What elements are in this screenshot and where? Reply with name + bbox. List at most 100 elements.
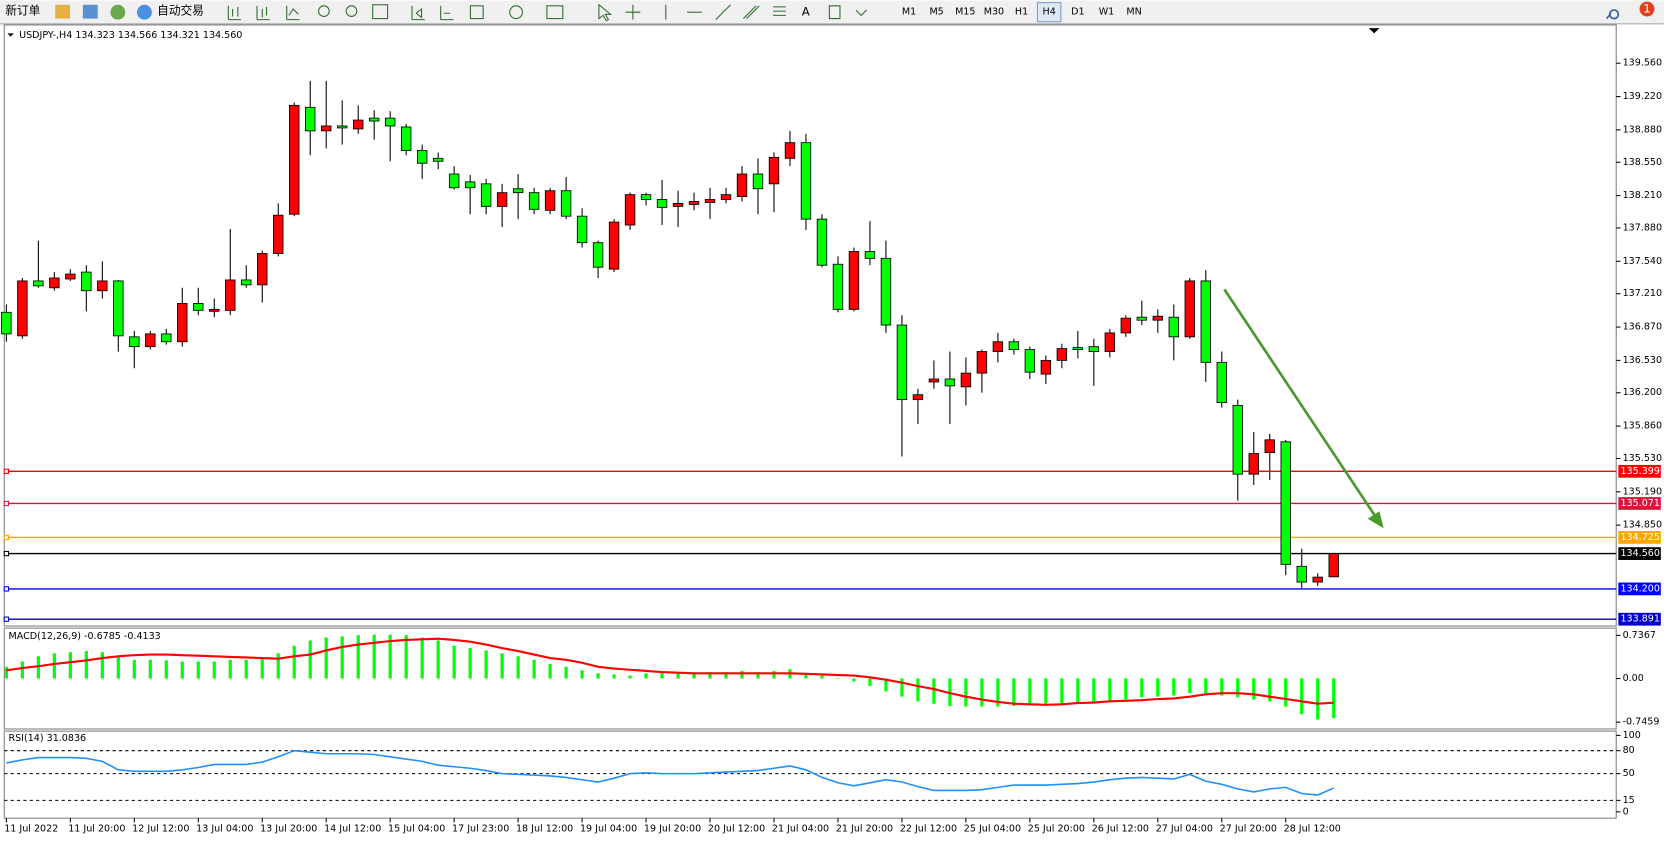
macd-bar bbox=[1076, 678, 1080, 704]
text-tool[interactable]: A bbox=[802, 5, 810, 19]
timeframe-button[interactable]: MN bbox=[1126, 7, 1141, 18]
macd-bar bbox=[228, 659, 232, 679]
rsi-line bbox=[6, 749, 1335, 796]
candle-body bbox=[1008, 341, 1020, 351]
y-tick-label: 50 bbox=[1623, 768, 1635, 779]
macd-bar bbox=[196, 661, 200, 679]
candle-body bbox=[1, 311, 12, 335]
y-tick-label: 138.880 bbox=[1623, 124, 1662, 135]
candle-body bbox=[1120, 317, 1132, 334]
timeframe-button[interactable]: M30 bbox=[984, 7, 1004, 18]
active-timeframe bbox=[1036, 2, 1062, 23]
candle-body bbox=[720, 194, 732, 200]
y-tick-label: 135.860 bbox=[1623, 421, 1662, 432]
timeframe-button[interactable]: W1 bbox=[1099, 7, 1115, 18]
y-tick-label: 139.560 bbox=[1623, 58, 1662, 69]
icon[interactable] bbox=[110, 4, 126, 20]
macd-bar bbox=[420, 637, 424, 679]
candle-body bbox=[768, 156, 780, 185]
time-label: 21 Jul 20:00 bbox=[836, 823, 893, 834]
macd-bar bbox=[436, 640, 440, 679]
macd-bar bbox=[148, 659, 152, 679]
time-label: 21 Jul 04:00 bbox=[772, 823, 829, 834]
candle-body bbox=[496, 192, 508, 207]
level-handle bbox=[3, 500, 10, 507]
y-tick-label: 15 bbox=[1623, 795, 1635, 806]
macd-bar bbox=[740, 670, 744, 679]
y-tick-label: 136.200 bbox=[1623, 387, 1662, 398]
macd-bar bbox=[1140, 678, 1144, 698]
candle-body bbox=[352, 119, 364, 130]
candle-body bbox=[1072, 347, 1084, 351]
toolbar-bg bbox=[0, 0, 1664, 24]
timeframe-button[interactable]: M15 bbox=[955, 7, 975, 18]
time-label: 14 Jul 12:00 bbox=[324, 823, 381, 834]
macd-bar bbox=[1188, 678, 1192, 694]
candle-body bbox=[65, 273, 76, 280]
y-tick-label: 135.530 bbox=[1623, 453, 1662, 464]
y-tick-label: 139.220 bbox=[1623, 91, 1662, 102]
candle-body bbox=[81, 271, 92, 292]
y-tick-label: -0.7459 bbox=[1623, 717, 1660, 728]
auto-trade-icon[interactable] bbox=[136, 4, 152, 20]
symbol-marker bbox=[7, 33, 14, 37]
candle-body bbox=[1296, 565, 1307, 583]
macd-bar bbox=[468, 648, 472, 679]
candle-body bbox=[225, 279, 236, 311]
macd-bar bbox=[1028, 678, 1032, 705]
macd-bar bbox=[340, 636, 344, 679]
candle-body bbox=[33, 280, 44, 287]
candle-body bbox=[321, 125, 332, 132]
macd-bar bbox=[548, 663, 552, 679]
macd-bar bbox=[756, 672, 760, 679]
candle-body bbox=[1136, 316, 1148, 321]
level-label: 134.200 bbox=[1620, 583, 1659, 594]
candle-body bbox=[1232, 405, 1243, 475]
macd-bar bbox=[1284, 678, 1288, 707]
macd-bar bbox=[836, 678, 840, 680]
macd-bar bbox=[1332, 678, 1336, 719]
candle-body bbox=[464, 181, 476, 189]
icon[interactable] bbox=[55, 4, 71, 19]
time-label: 19 Jul 20:00 bbox=[644, 823, 701, 834]
macd-bar bbox=[1300, 678, 1304, 715]
macd-bar bbox=[20, 661, 24, 679]
icon[interactable] bbox=[82, 4, 98, 19]
time-label: 25 Jul 20:00 bbox=[1028, 823, 1085, 834]
macd-bar bbox=[164, 660, 168, 679]
timeframe-button[interactable]: H1 bbox=[1015, 7, 1028, 18]
candle-body bbox=[448, 173, 460, 189]
candle-body bbox=[752, 173, 764, 190]
rsi-panel bbox=[3, 730, 1617, 819]
candle-body bbox=[912, 394, 924, 401]
macd-bar bbox=[996, 678, 1000, 707]
auto-trade[interactable]: 自动交易 bbox=[157, 4, 204, 18]
timeframe-button[interactable]: M1 bbox=[902, 7, 916, 18]
candle-body bbox=[512, 188, 524, 194]
macd-bar bbox=[644, 673, 648, 679]
notification-badge[interactable] bbox=[1639, 1, 1655, 17]
macd-bar bbox=[580, 670, 584, 679]
search-icon[interactable] bbox=[1606, 9, 1620, 20]
macd-bar bbox=[516, 656, 520, 679]
time-label: 19 Jul 04:00 bbox=[580, 823, 637, 834]
timeframe-button[interactable]: M5 bbox=[929, 7, 943, 18]
badge-count[interactable]: 1 bbox=[1643, 2, 1650, 16]
candle-body bbox=[1024, 349, 1036, 373]
y-tick-label: 137.880 bbox=[1623, 222, 1662, 233]
macd-bar bbox=[1220, 678, 1224, 696]
macd-bar bbox=[260, 657, 264, 679]
macd-bar bbox=[932, 678, 936, 704]
macd-bar bbox=[292, 645, 296, 679]
candle-body bbox=[992, 341, 1004, 352]
candle-body bbox=[305, 106, 316, 132]
level-label-bg bbox=[1618, 464, 1661, 478]
y-tick-label: 0.00 bbox=[1623, 673, 1644, 684]
candle-body bbox=[193, 303, 204, 311]
new-order[interactable]: 新订单 bbox=[5, 4, 40, 18]
macd-bar bbox=[1316, 678, 1320, 720]
tool-icons[interactable] bbox=[227, 3, 867, 22]
timeframe-button[interactable]: H4 bbox=[1043, 7, 1056, 18]
timeframe-button[interactable]: D1 bbox=[1071, 7, 1084, 18]
time-label: 27 Jul 20:00 bbox=[1220, 823, 1277, 834]
